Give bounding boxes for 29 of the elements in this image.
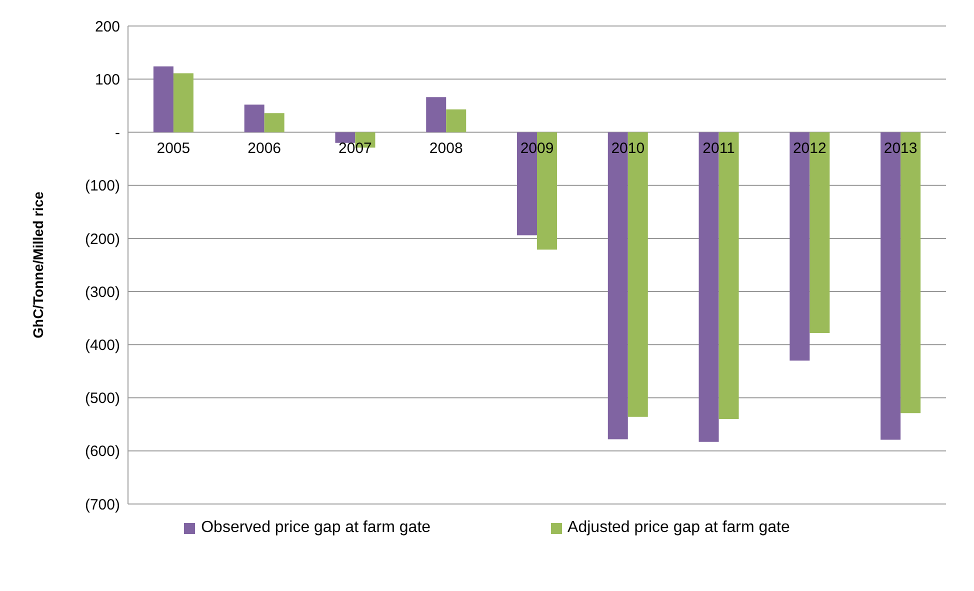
legend-label: Adjusted price gap at farm gate [566,519,790,537]
x-tick-label: 2011 [702,140,735,157]
y-tick-label: 200 [94,18,120,36]
y-tick-label: 100 [94,71,120,88]
y-tick-label: - [115,124,120,142]
y-tick-label: (700) [84,496,120,514]
x-tick-label: 2009 [520,140,554,157]
bar [153,66,174,132]
y-tick-label: (400) [84,336,120,354]
y-tick-label: (500) [84,390,120,408]
bar [426,97,446,132]
bar [264,113,284,132]
x-tick-label: 2006 [248,140,282,157]
x-tick-label: 2013 [884,140,918,157]
x-tick-label: 2007 [338,140,372,157]
bar [244,104,264,132]
x-tick-label: 2010 [611,140,645,157]
x-tick-label: 2008 [429,140,463,157]
x-tick-label: 2005 [156,140,190,157]
y-tick-label: (300) [84,284,120,301]
bar [173,73,194,132]
bar [446,109,466,132]
y-tick-label: (600) [84,443,120,460]
legend-label: Observed price gap at farm gate [200,519,431,537]
x-tick-label: 2012 [792,140,826,157]
y-tick-label: (200) [84,230,120,248]
y-tick-label: (100) [84,178,120,195]
bar [335,132,356,143]
y-axis-title: GhC/Tonne/Milled rice [30,191,46,338]
